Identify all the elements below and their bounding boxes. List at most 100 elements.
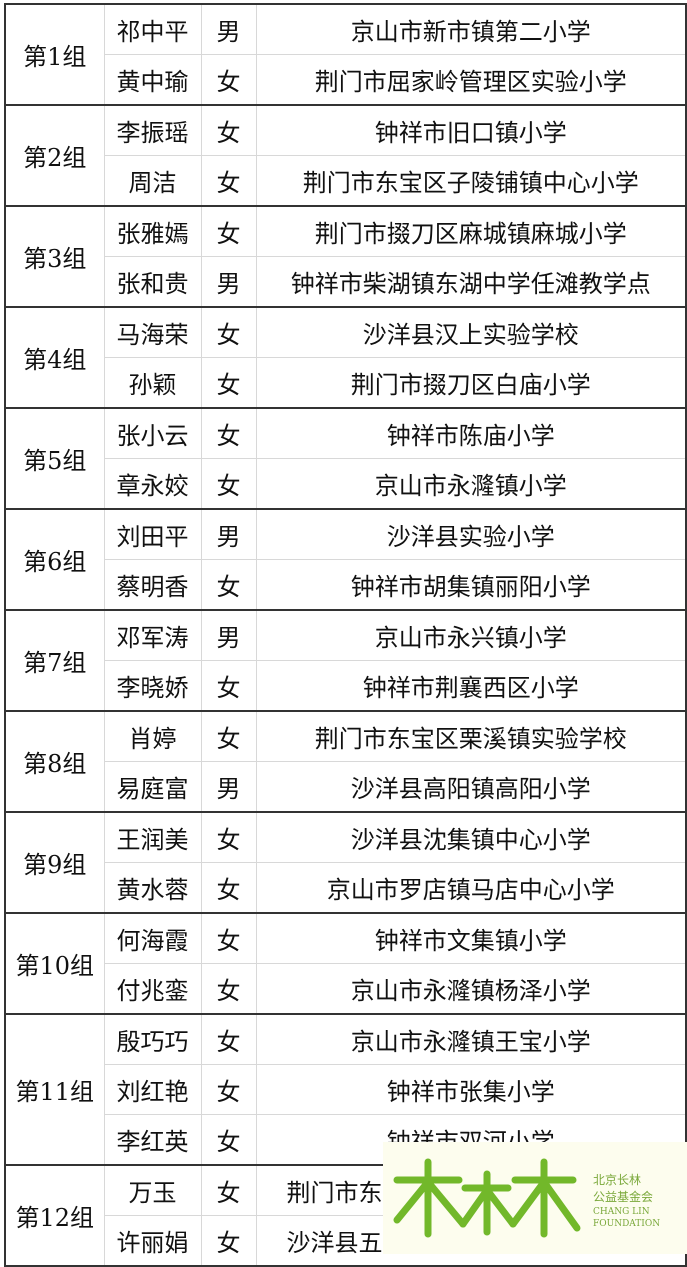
logo-cn-line2: 公益基金会 [593,1190,654,1204]
table-row: 第7组 邓军涛男京山市永兴镇小学 [4,609,687,712]
table-row: 李晓娇女钟祥市荆襄西区小学 [5,660,687,712]
group-label: 第8组 [4,710,105,813]
group-label: 第9组 [4,811,105,914]
member-gender: 男 [200,3,257,55]
group-label: 第7组 [4,609,105,712]
member-gender: 女 [200,306,257,358]
member-gender: 女 [200,660,257,712]
logo-trees-icon [393,1158,581,1238]
group-label: 第4组 [4,306,105,409]
member-school: 荆门市东宝区子陵铺镇中心小学 [255,155,687,207]
member-school: 京山市罗店镇马店中心小学 [255,862,687,914]
table-row: 第3组 张雅嫣女荆门市掇刀区麻城镇麻城小学 [4,205,687,308]
member-name: 黄水蓉 [103,862,202,914]
member-name: 王润美 [103,811,202,863]
member-school: 钟祥市柴湖镇东湖中学任滩教学点 [255,256,687,308]
member-school: 荆门市掇刀区麻城镇麻城小学 [255,205,687,257]
table-row: 第10组 何海霞女钟祥市文集镇小学 [4,912,687,1015]
member-name: 祁中平 [103,3,202,55]
member-school: 钟祥市荆襄西区小学 [255,660,687,712]
member-gender: 女 [200,357,257,409]
group-label: 第10组 [4,912,105,1015]
table-row: 章永姣女京山市永漋镇小学 [5,458,687,510]
table-row: 黄中瑜女荆门市屈家岭管理区实验小学 [5,54,687,106]
table-row: 第2组 李振瑶女钟祥市旧口镇小学 [4,104,687,207]
table-row: 第8组 肖婷女荆门市东宝区栗溪镇实验学校 [4,710,687,813]
member-name: 邓军涛 [103,609,202,661]
member-name: 张和贵 [103,256,202,308]
member-school: 沙洋县沈集镇中心小学 [255,811,687,863]
member-gender: 男 [200,508,257,560]
member-gender: 女 [200,912,257,964]
member-school: 荆门市东宝区栗溪镇实验学校 [255,710,687,762]
member-name: 刘田平 [103,508,202,560]
table-row: 第9组 王润美女沙洋县沈集镇中心小学 [4,811,687,914]
member-school: 钟祥市胡集镇丽阳小学 [255,559,687,611]
member-name: 张雅嫣 [103,205,202,257]
member-gender: 女 [200,1064,257,1115]
table-row: 周洁女荆门市东宝区子陵铺镇中心小学 [5,155,687,207]
logo-en-line1: CHANG LIN [593,1207,650,1217]
member-gender: 女 [200,54,257,106]
group-label: 第11组 [4,1013,105,1166]
member-gender: 女 [200,104,257,156]
group-label: 第5组 [4,407,105,510]
member-gender: 女 [200,407,257,459]
member-school: 钟祥市陈庙小学 [255,407,687,459]
logo-cn-line1: 北京长林 [593,1173,642,1187]
member-name: 李红英 [103,1114,202,1166]
member-school: 沙洋县实验小学 [255,508,687,560]
member-gender: 女 [200,1013,257,1065]
member-school: 京山市永兴镇小学 [255,609,687,661]
member-gender: 女 [200,155,257,207]
member-gender: 男 [200,609,257,661]
logo-en-line2: FOUNDATION [593,1219,661,1229]
member-name: 许丽娟 [103,1215,202,1267]
member-gender: 女 [200,559,257,611]
member-gender: 女 [200,458,257,510]
group-label: 第1组 [4,3,105,106]
member-school: 京山市永漋镇杨泽小学 [255,963,687,1015]
member-gender: 女 [200,1164,257,1216]
member-name: 李晓娇 [103,660,202,712]
member-name: 何海霞 [103,912,202,964]
member-school: 钟祥市张集小学 [255,1064,687,1115]
table-row: 第6组 刘田平男沙洋县实验小学 [4,508,687,611]
member-school: 钟祥市旧口镇小学 [255,104,687,156]
table-row: 孙颖女荆门市掇刀区白庙小学 [5,357,687,409]
member-name: 蔡明香 [103,559,202,611]
table-row: 蔡明香女钟祥市胡集镇丽阳小学 [5,559,687,611]
group-label: 第3组 [4,205,105,308]
member-gender: 女 [200,1215,257,1267]
table-row: 黄水蓉女京山市罗店镇马店中心小学 [5,862,687,914]
member-name: 刘红艳 [103,1064,202,1115]
member-name: 黄中瑜 [103,54,202,106]
member-name: 殷巧巧 [103,1013,202,1065]
table-row: 第4组 马海荣女沙洋县汉上实验学校 [4,306,687,409]
table-row: 张和贵男钟祥市柴湖镇东湖中学任滩教学点 [5,256,687,308]
member-gender: 女 [200,710,257,762]
table-row: 刘红艳女钟祥市张集小学 [5,1064,687,1115]
member-name: 肖婷 [103,710,202,762]
member-school: 沙洋县汉上实验学校 [255,306,687,358]
member-school: 京山市永漋镇王宝小学 [255,1013,687,1065]
member-school: 京山市新市镇第二小学 [255,3,687,55]
member-gender: 女 [200,862,257,914]
foundation-logo: 北京长林 公益基金会 CHANG LIN FOUNDATION [383,1142,687,1254]
member-name: 孙颖 [103,357,202,409]
group-label: 第12组 [4,1164,105,1267]
member-school: 京山市永漋镇小学 [255,458,687,510]
member-name: 章永姣 [103,458,202,510]
member-name: 李振瑶 [103,104,202,156]
table-row: 第11组 殷巧巧女京山市永漋镇王宝小学 [4,1013,687,1166]
member-school: 钟祥市文集镇小学 [255,912,687,964]
member-gender: 男 [200,761,257,813]
member-name: 张小云 [103,407,202,459]
member-gender: 女 [200,811,257,863]
table-row: 第5组 张小云女钟祥市陈庙小学 [4,407,687,510]
table-row: 第1组 祁中平男京山市新市镇第二小学 [4,3,687,106]
member-name: 周洁 [103,155,202,207]
table-row: 付兆銮女京山市永漋镇杨泽小学 [5,963,687,1015]
member-gender: 女 [200,963,257,1015]
member-school: 荆门市掇刀区白庙小学 [255,357,687,409]
